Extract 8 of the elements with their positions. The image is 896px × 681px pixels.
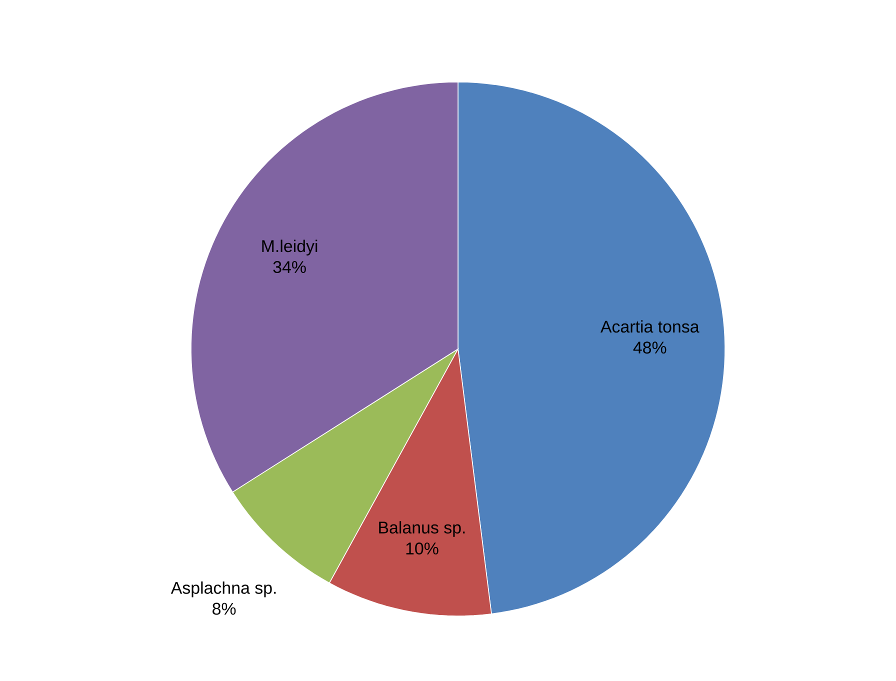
data-label: 48% [633, 342, 666, 354]
slice-label: Asplachna sp. [170, 581, 276, 598]
slice-label: Balanus sp. [379, 521, 465, 537]
data-label: 34% [273, 261, 306, 274]
data-label: 10% [406, 542, 438, 555]
slice-label: Acartia tonsa [600, 320, 700, 333]
data-label: 8% [212, 602, 236, 615]
slice-label: M.leidyi [262, 240, 318, 256]
